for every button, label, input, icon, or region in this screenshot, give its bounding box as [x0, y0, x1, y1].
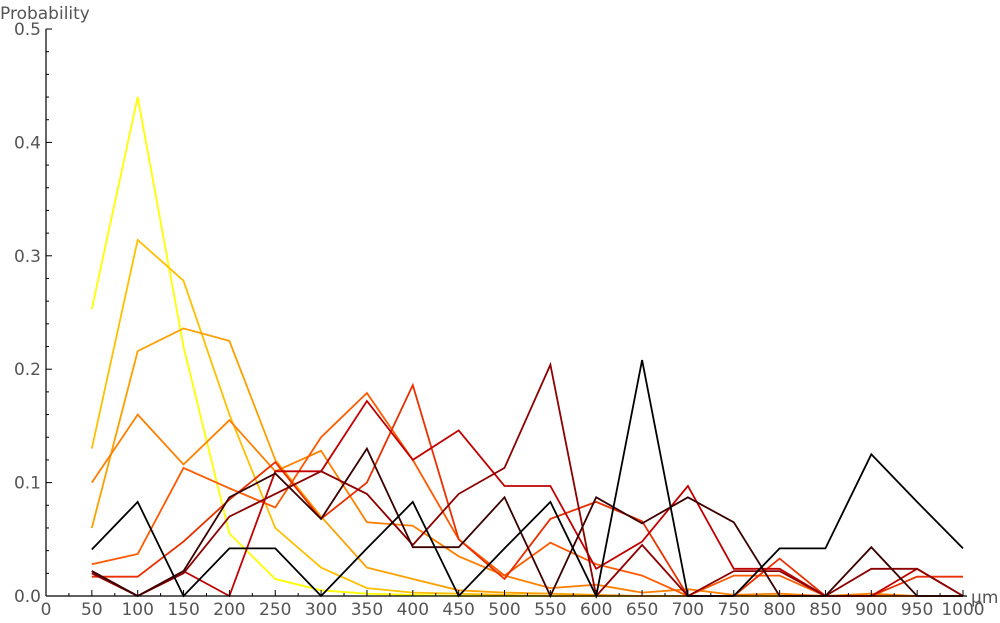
x-tick-label: 650 [626, 600, 658, 620]
x-tick-label: 100 [121, 600, 153, 620]
y-tick-label: 0.2 [14, 360, 41, 380]
axes-layer [45, 29, 967, 597]
series-line-1 [90, 96, 963, 597]
x-tick-label: 250 [259, 600, 291, 620]
x-tick-label: 600 [580, 600, 612, 620]
y-tick-label: 0.0 [14, 587, 41, 607]
x-tick-label: 1000 [941, 600, 984, 620]
y-tick-label: 0.5 [14, 20, 41, 40]
x-tick-label: 50 [81, 600, 103, 620]
x-tick-label: 750 [718, 600, 750, 620]
x-tick-label: 850 [809, 600, 841, 620]
series-line-10 [91, 359, 964, 599]
y-tick-label: 0.1 [14, 474, 41, 494]
x-tick-label: 950 [901, 600, 933, 620]
x-tick-label: 700 [672, 600, 704, 620]
y-axis-title: Probability [0, 4, 90, 24]
x-tick-label: 0 [41, 600, 52, 620]
y-tick-label: 0.4 [14, 133, 41, 153]
x-tick-label: 150 [167, 600, 199, 620]
x-tick-label: 400 [397, 600, 429, 620]
x-tick-label: 300 [305, 600, 337, 620]
ticks-layer: 0 50 100 150 200 250 300 350 400 450 500 550 600 650 7… [14, 20, 985, 620]
x-tick-label: 800 [763, 600, 795, 620]
x-tick-label: 550 [534, 600, 566, 620]
x-tick-label: 450 [442, 600, 474, 620]
x-tick-label: 500 [488, 600, 520, 620]
x-tick-label: 350 [351, 600, 383, 620]
series-line-9 [91, 446, 963, 599]
x-tick-label: 200 [213, 600, 245, 620]
y-tick-label: 0.3 [14, 247, 41, 267]
x-axis-title: μm [971, 588, 998, 608]
series-line-8 [91, 361, 964, 598]
series-line-7 [91, 399, 964, 598]
x-tick-label: 900 [855, 600, 887, 620]
series-layer [90, 96, 964, 599]
series-line-5 [91, 391, 963, 597]
